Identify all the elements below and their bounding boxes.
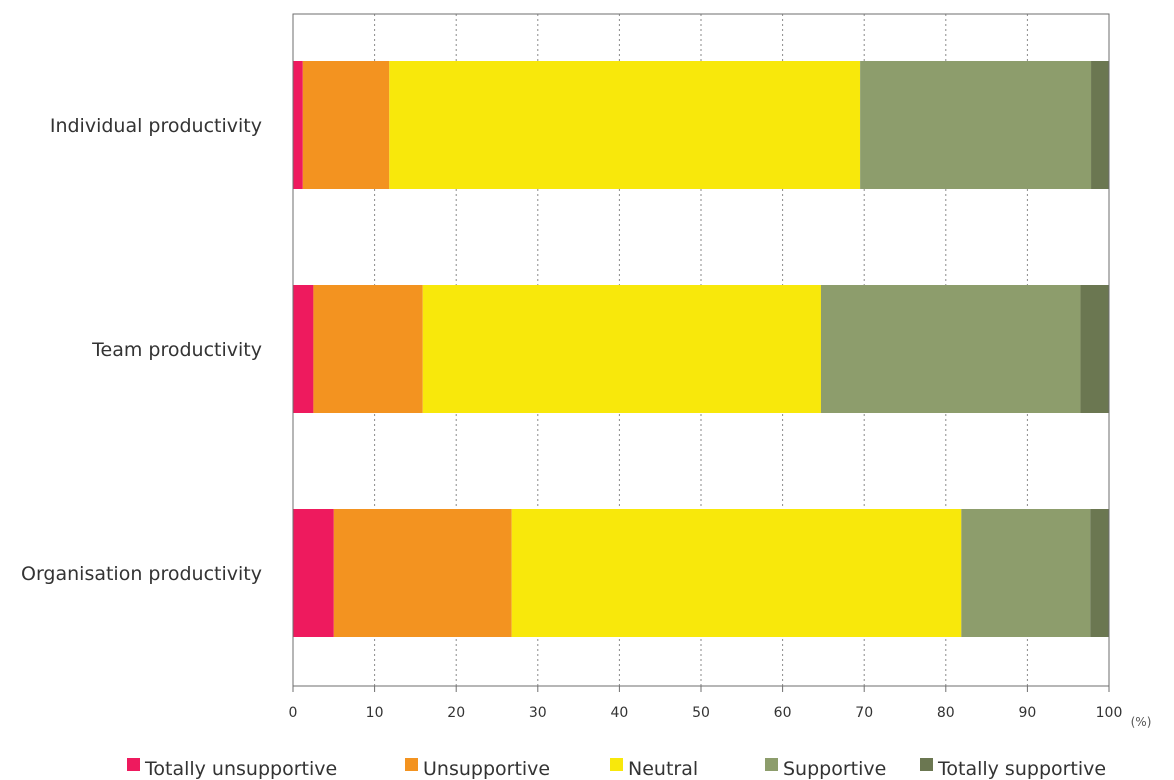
legend-label: Totally unsupportive — [144, 758, 337, 780]
bar-segment — [860, 61, 1092, 189]
bars — [293, 61, 1109, 637]
bar-segment — [1080, 285, 1109, 413]
x-tick-label: 40 — [610, 705, 628, 721]
x-tick-label: 0 — [289, 705, 298, 721]
legend-swatch — [920, 758, 933, 771]
x-unit-label: (%) — [1131, 715, 1152, 729]
bar-segment — [302, 61, 390, 189]
bar-segment — [293, 61, 303, 189]
bar-segment — [313, 285, 423, 413]
bar-segment — [511, 509, 962, 637]
x-tick-label: 100 — [1096, 705, 1123, 721]
x-tick-label: 10 — [366, 705, 384, 721]
bar-segment — [333, 509, 512, 637]
category-label: Team productivity — [91, 339, 262, 361]
bar-segment — [1090, 509, 1109, 637]
bar-segment — [422, 285, 821, 413]
x-tick-label: 70 — [855, 705, 873, 721]
bar-segment — [1091, 61, 1109, 189]
legend-swatch — [610, 758, 623, 771]
category-label: Individual productivity — [50, 115, 262, 137]
x-tick-label: 50 — [692, 705, 710, 721]
legend-swatch — [127, 758, 140, 771]
x-tick-label: 80 — [937, 705, 955, 721]
category-label: Organisation productivity — [21, 563, 262, 585]
legend-label: Supportive — [783, 758, 886, 780]
x-tick-label: 60 — [774, 705, 792, 721]
x-tick-label: 90 — [1018, 705, 1036, 721]
x-tick-labels: 0 10 20 30 40 50 60 70 80 90 100 — [289, 705, 1123, 721]
x-tick-label: 20 — [447, 705, 465, 721]
legend: Totally unsupportive Unsupportive Neutral S… — [127, 758, 1106, 780]
bar-segment — [961, 509, 1091, 637]
legend-swatch — [765, 758, 778, 771]
bar-segment — [293, 285, 314, 413]
plot-frame — [292, 13, 1110, 692]
x-tick-label: 30 — [529, 705, 547, 721]
bar-segment — [820, 285, 1081, 413]
bar-segment — [293, 509, 334, 637]
legend-label: Unsupportive — [423, 758, 550, 780]
legend-label: Neutral — [628, 758, 698, 780]
legend-label: Totally supportive — [937, 758, 1106, 780]
bar-segment — [389, 61, 861, 189]
category-labels: Individual productivity Team productivity… — [21, 115, 262, 585]
legend-swatch — [405, 758, 418, 771]
